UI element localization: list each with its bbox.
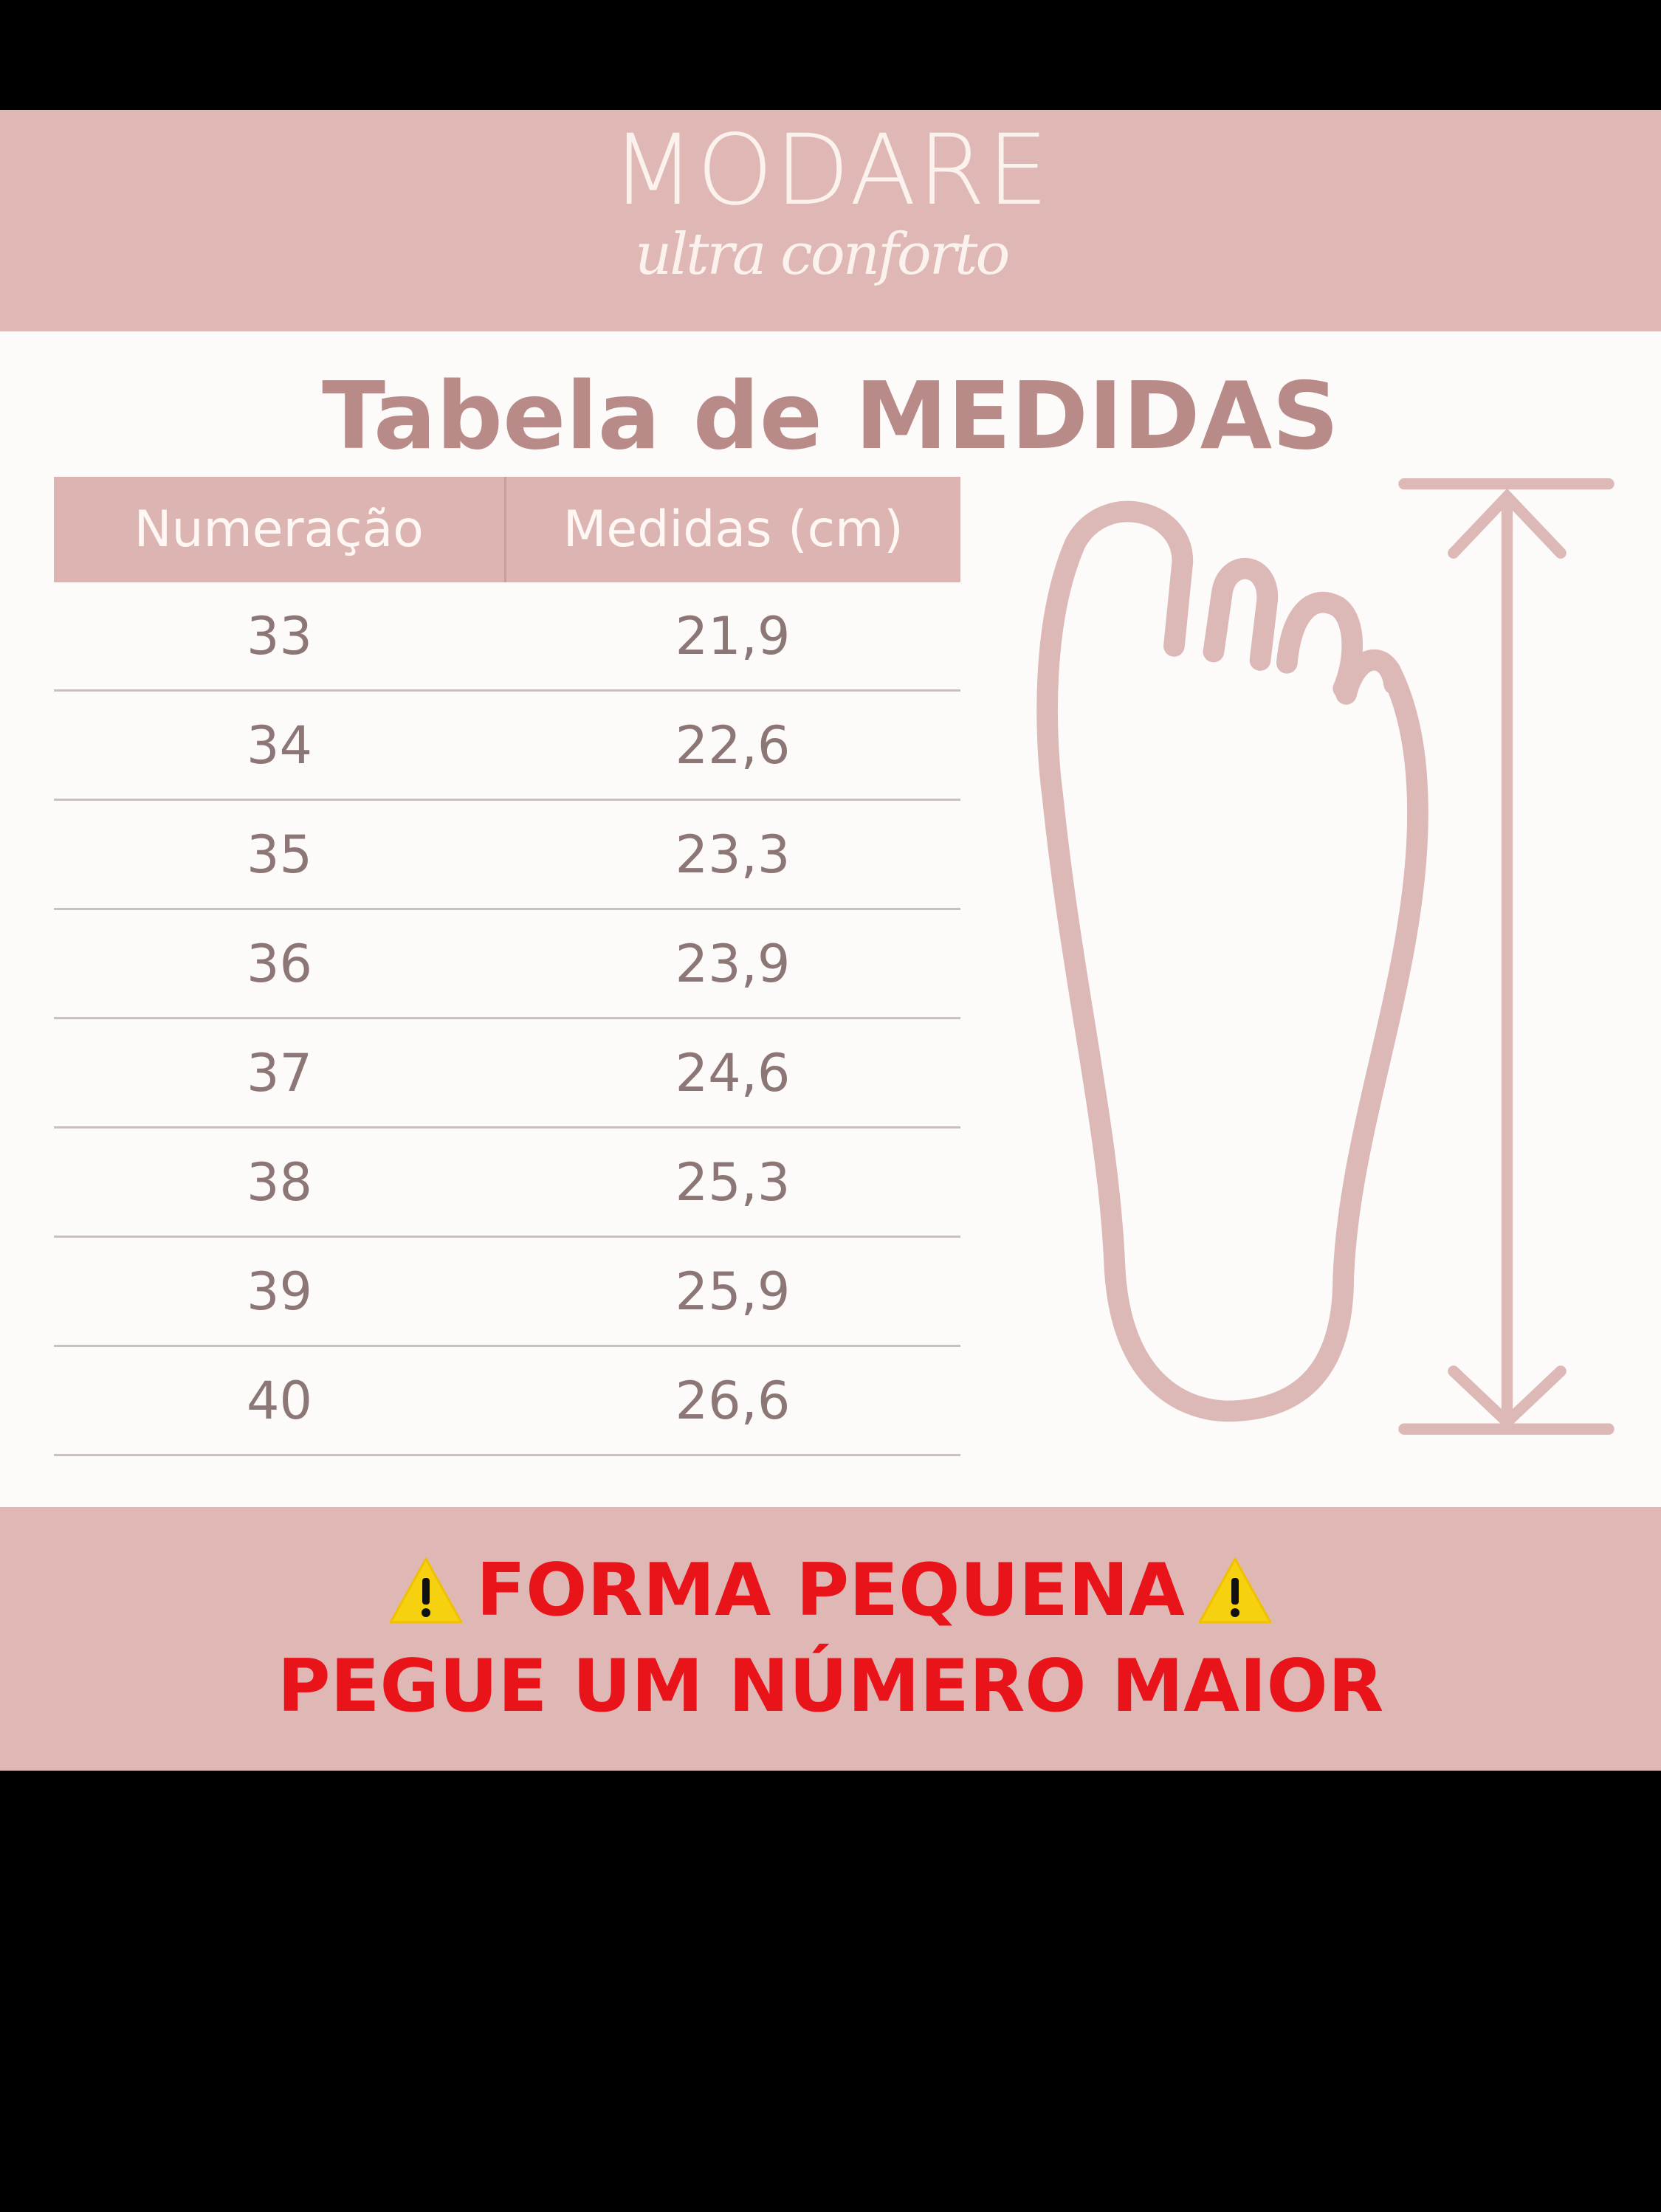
size-cell: 36: [246, 933, 313, 994]
table-row: 38 25,3: [54, 1129, 960, 1238]
size-cell: 37: [246, 1042, 313, 1103]
warning-icon: [389, 1557, 463, 1624]
table-row: 35 23,3: [54, 801, 960, 910]
size-cell: 39: [246, 1261, 313, 1322]
measure-cell: 24,6: [675, 1042, 791, 1103]
warning-text-2: PEGUE UM NÚMERO MAIOR: [277, 1644, 1384, 1729]
measure-cell: 23,9: [675, 933, 791, 994]
size-cell: 34: [246, 714, 313, 776]
size-cell: 40: [246, 1370, 313, 1431]
measure-cell: 26,6: [675, 1370, 791, 1431]
size-cell: 33: [246, 605, 313, 666]
toe-icon: [1276, 591, 1363, 700]
toe-icon: [1203, 558, 1278, 671]
table-row: 39 25,9: [54, 1238, 960, 1347]
table-row: 37 24,6: [54, 1019, 960, 1129]
column-header-measure: Medidas (cm): [563, 500, 904, 559]
page-title: Tabela de MEDIDAS: [322, 362, 1339, 470]
brand-logo: MODARE: [611, 114, 1050, 227]
table-row: 33 21,9: [54, 582, 960, 692]
warning-line-1: FORMA PEQUENA: [0, 1550, 1661, 1631]
measure-cell: 22,6: [675, 714, 791, 776]
toe-icon: [1335, 649, 1405, 705]
warning-icon: [1198, 1557, 1272, 1624]
size-table: Numeração Medidas (cm) 33 21,9 34 22,6 35 2…: [54, 477, 960, 1456]
table-row: 36 23,9: [54, 910, 960, 1019]
warning-text-1: FORMA PEQUENA: [476, 1548, 1185, 1633]
column-header-size: Numeração: [54, 477, 506, 582]
length-arrow-icon: [1398, 478, 1614, 1435]
measure-cell: 23,3: [675, 824, 791, 885]
warning-banner: [0, 1507, 1661, 1771]
measure-cell: 25,9: [675, 1261, 791, 1322]
foot-outline-icon: [1036, 500, 1428, 1422]
brand-tagline: ultra conforto: [635, 221, 1010, 288]
measure-cell: 21,9: [675, 605, 791, 666]
size-cell: 35: [246, 824, 313, 885]
table-row: 40 26,6: [54, 1347, 960, 1456]
table-row: 34 22,6: [54, 692, 960, 801]
size-cell: 38: [246, 1151, 313, 1213]
table-header: Numeração Medidas (cm): [54, 477, 960, 582]
measure-cell: 25,3: [675, 1151, 791, 1213]
brand-header: [0, 110, 1661, 331]
